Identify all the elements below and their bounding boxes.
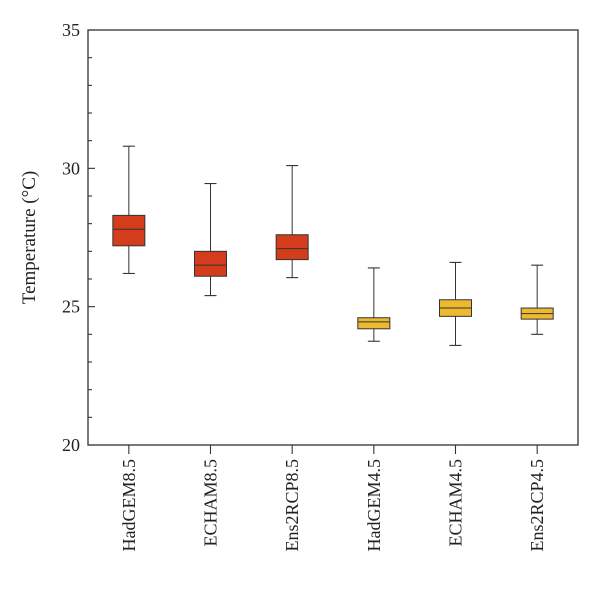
box-iqr bbox=[112, 214, 146, 247]
x-tick-label: Ens2RCP4.5 bbox=[527, 459, 547, 552]
box-iqr bbox=[275, 234, 309, 261]
x-tick-label: Ens2RCP8.5 bbox=[282, 459, 302, 552]
y-tick-label: 30 bbox=[62, 158, 80, 178]
x-tick-label: ECHAM4.5 bbox=[446, 459, 466, 547]
x-tick-label: HadGEM4.5 bbox=[364, 459, 384, 552]
y-tick-label: 35 bbox=[62, 20, 80, 40]
box-iqr bbox=[194, 250, 227, 277]
x-tick-label: ECHAM8.5 bbox=[201, 459, 221, 547]
y-tick-label: 20 bbox=[62, 435, 80, 455]
x-tick-label: HadGEM8.5 bbox=[119, 459, 139, 552]
plot-frame bbox=[87, 29, 579, 446]
y-tick-label: 25 bbox=[62, 297, 80, 317]
plot-layer: 20 25 30 35 Temperature (°C) HadGEM8.5 ECHAM8.… bbox=[19, 20, 579, 552]
y-axis-title: Temperature (°C) bbox=[19, 171, 40, 304]
box-iqr bbox=[357, 317, 391, 330]
